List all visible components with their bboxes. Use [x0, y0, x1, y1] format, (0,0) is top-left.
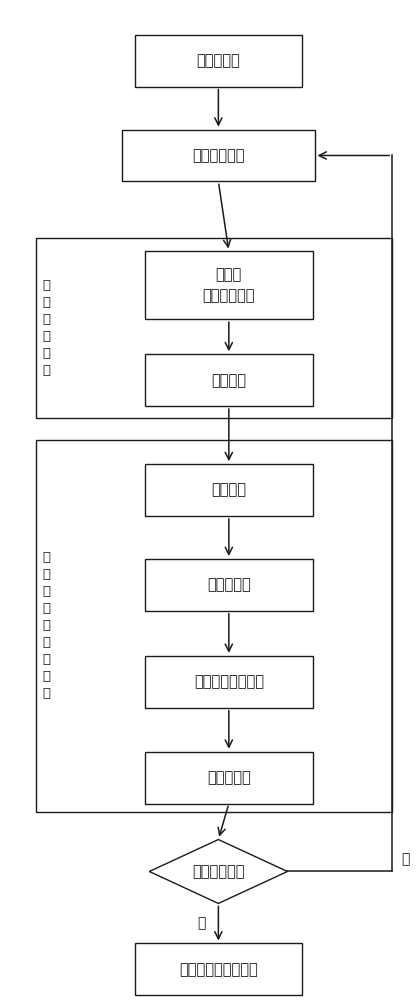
FancyBboxPatch shape: [122, 130, 315, 181]
Text: 输入所有全局最优解: 输入所有全局最优解: [179, 962, 258, 977]
FancyBboxPatch shape: [145, 656, 312, 708]
FancyBboxPatch shape: [145, 354, 312, 406]
Text: 初始化模块: 初始化模块: [197, 53, 240, 68]
Text: 反馈编码: 反馈编码: [211, 373, 247, 388]
Text: 否: 否: [401, 852, 410, 866]
Text: 环
境
反
馈
模
块: 环 境 反 馈 模 块: [43, 279, 51, 377]
FancyBboxPatch shape: [145, 559, 312, 611]
Text: 达到终止条件: 达到终止条件: [192, 864, 244, 879]
FancyBboxPatch shape: [145, 251, 312, 319]
FancyBboxPatch shape: [145, 464, 312, 516]
FancyBboxPatch shape: [135, 35, 302, 87]
Text: 是: 是: [197, 916, 206, 930]
FancyBboxPatch shape: [145, 752, 312, 804]
Text: 随机点
定位环境模型: 随机点 定位环境模型: [202, 267, 255, 303]
Text: 参数选择模块: 参数选择模块: [192, 148, 244, 163]
Text: 最优点与中点估计: 最优点与中点估计: [194, 674, 264, 689]
Polygon shape: [149, 840, 287, 903]
Text: 特征计算: 特征计算: [211, 483, 247, 498]
Text: 子区间调整: 子区间调整: [207, 770, 251, 785]
Text: 子区间分类: 子区间分类: [207, 577, 251, 592]
FancyBboxPatch shape: [135, 943, 302, 995]
Text: 随
机
点
定
位
优
化
模
块: 随 机 点 定 位 优 化 模 块: [43, 551, 51, 700]
